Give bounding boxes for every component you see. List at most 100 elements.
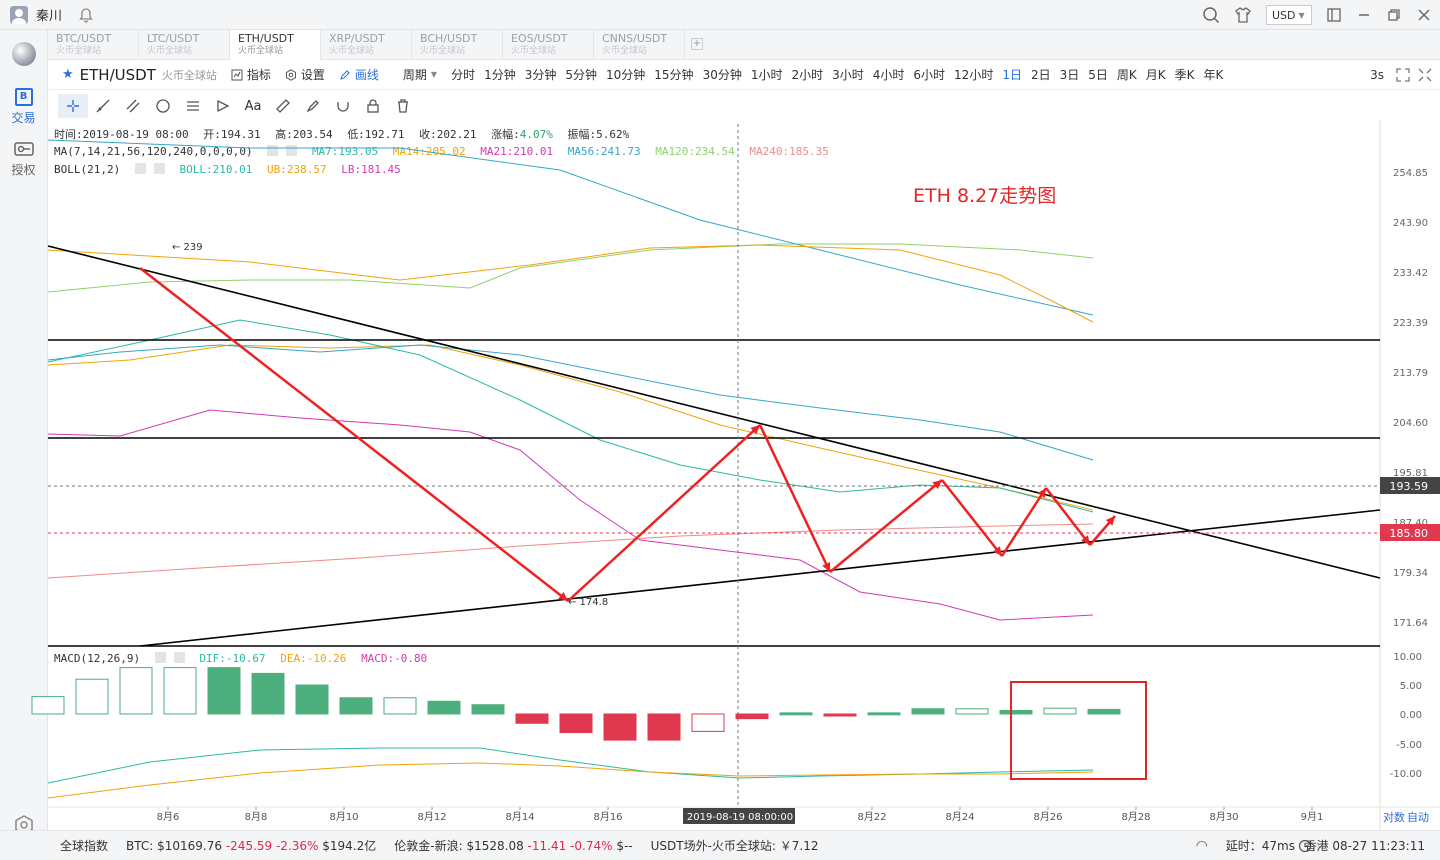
pair-exchange: 火币全球站 xyxy=(161,68,217,82)
period-5[interactable]: 15分钟 xyxy=(654,68,694,82)
period-4[interactable]: 10分钟 xyxy=(606,68,646,82)
user-area[interactable]: 秦川 xyxy=(0,5,94,24)
refresh-interval[interactable]: 3s xyxy=(1370,67,1384,82)
status-bar: 全球指数 BTC: $10169.76 -245.59 -2.36% $194.… xyxy=(0,830,1440,860)
window-restore-icon[interactable] xyxy=(1326,7,1342,23)
analysis-arrow xyxy=(139,267,569,602)
text-tool[interactable]: Aa xyxy=(238,94,268,118)
measure-tool[interactable] xyxy=(268,94,298,118)
period-2[interactable]: 3分钟 xyxy=(524,68,557,82)
price-chart[interactable]: 254.85 243.90 233.42 223.39 213.79 204.60 195.… xyxy=(0,120,1440,830)
tab-bch[interactable]: BCH/USDT 火币全球站 xyxy=(412,30,503,60)
period-12[interactable]: 12小时 xyxy=(954,68,994,82)
shirt-icon[interactable] xyxy=(1234,6,1252,24)
expand-icon[interactable] xyxy=(1418,68,1432,82)
tab-pair: CNNS/USDT xyxy=(602,32,668,45)
period-20[interactable]: 年K xyxy=(1203,68,1224,82)
period-19[interactable]: 季K xyxy=(1174,68,1195,82)
shape-tool[interactable] xyxy=(148,94,178,118)
brush-icon xyxy=(306,100,319,113)
fullscreen-icon[interactable] xyxy=(1396,67,1410,82)
y-tick-label: 204.60 xyxy=(1393,418,1428,429)
x-tick-label: 8月6 xyxy=(157,811,180,823)
channel-tool[interactable] xyxy=(118,94,148,118)
tab-btc[interactable]: BTC/USDT 火币全球站 xyxy=(48,30,139,60)
magnet-tool[interactable] xyxy=(328,94,358,118)
settings-button[interactable]: 设置 xyxy=(285,66,325,83)
boll-settings-icon[interactable] xyxy=(134,163,146,174)
period-10[interactable]: 4小时 xyxy=(872,68,905,82)
sidebar-item-trade[interactable]: B 交易 xyxy=(0,88,47,126)
global-index-label[interactable]: 全球指数 xyxy=(60,839,109,853)
pen-icon xyxy=(340,69,350,80)
add-tab-icon[interactable]: + xyxy=(691,38,703,50)
x-tick-label: 8月16 xyxy=(593,811,622,823)
x-tick-label: 8月12 xyxy=(417,811,446,823)
macd-close-icon[interactable] xyxy=(173,652,185,663)
tab-xrp[interactable]: XRP/USDT 火币全球站 xyxy=(321,30,412,60)
boll-info: BOLL(21,2) BOLL:210.01 UB:238.57 LB:181.… xyxy=(54,163,409,176)
period-11[interactable]: 6小时 xyxy=(913,68,946,82)
x-tick-label: 8月10 xyxy=(329,811,358,823)
tab-eth[interactable]: ETH/USDT 火币全球站 xyxy=(230,30,321,60)
period-13[interactable]: 1日 xyxy=(1002,68,1022,82)
log-scale-button[interactable]: 对数 xyxy=(1383,810,1405,824)
sidebar-item-label: 授权 xyxy=(11,163,36,177)
brush-tool[interactable] xyxy=(298,94,328,118)
period-16[interactable]: 5日 xyxy=(1088,68,1108,82)
bell-icon[interactable] xyxy=(78,7,94,23)
avatar[interactable] xyxy=(10,5,28,24)
period-1[interactable]: 1分钟 xyxy=(484,68,516,82)
close-icon[interactable] xyxy=(1416,7,1432,23)
period-6[interactable]: 30分钟 xyxy=(702,68,742,82)
auto-scale-button[interactable]: 自动 xyxy=(1407,811,1429,824)
minimize-icon[interactable] xyxy=(1356,7,1372,23)
maximize-icon[interactable] xyxy=(1386,7,1402,23)
period-9[interactable]: 3小时 xyxy=(832,68,864,82)
draw-label: 画线 xyxy=(354,68,379,82)
period-15[interactable]: 3日 xyxy=(1059,68,1080,82)
y-tick-label: 243.90 xyxy=(1393,218,1428,229)
boll-close-icon[interactable] xyxy=(153,163,165,174)
period-8[interactable]: 2小时 xyxy=(791,68,824,82)
period-18[interactable]: 月K xyxy=(1145,68,1166,82)
btc-ticker[interactable]: BTC: $10169.76 -245.59 -2.36% $194.2亿 xyxy=(126,837,376,854)
tab-cnns[interactable]: CNNS/USDT 火币全球站 xyxy=(594,30,685,60)
draw-button[interactable]: 画线 xyxy=(339,66,379,83)
tab-exchange: 火币全球站 xyxy=(238,46,284,56)
period-3[interactable]: 5分钟 xyxy=(565,68,597,82)
period-0[interactable]: 分时 xyxy=(451,68,476,82)
ohlc-info: 时间:2019-08-19 08:00 开:194.31 高:203.54 低:… xyxy=(54,126,637,142)
indicator-button[interactable]: 指标 xyxy=(231,66,271,83)
pattern-tool[interactable] xyxy=(208,94,238,118)
gold-ticker[interactable]: 伦敦金-新浪: $1528.08 -11.41 -0.74% $-- xyxy=(394,837,632,854)
dif-line xyxy=(47,747,1094,784)
line-tool[interactable] xyxy=(88,94,118,118)
arrowhead xyxy=(822,562,831,572)
search-icon[interactable] xyxy=(1202,6,1220,24)
crosshair-tool[interactable] xyxy=(58,94,88,118)
sidebar-item-auth[interactable]: 授权 xyxy=(0,140,47,178)
currency-select[interactable]: USD ▼ xyxy=(1266,5,1312,25)
indicator-line-6 xyxy=(47,139,1094,316)
usdt-ticker[interactable]: USDT场外-火币全球站: ￥7.12 xyxy=(650,839,819,853)
period-7[interactable]: 1小时 xyxy=(750,68,783,82)
fib-tool[interactable] xyxy=(178,94,208,118)
period-dropdown[interactable]: 周期 ▼ xyxy=(403,66,437,83)
macd-bar xyxy=(779,712,813,716)
period-14[interactable]: 2日 xyxy=(1030,68,1051,82)
ma-close-icon[interactable] xyxy=(286,145,298,156)
tab-ltc[interactable]: LTC/USDT 火币全球站 xyxy=(139,30,230,60)
pair-title: ★ ETH/USDT 火币全球站 xyxy=(48,66,217,84)
gold-change: -11.41 -0.74% xyxy=(527,839,613,853)
star-icon[interactable]: ★ xyxy=(62,67,74,82)
tab-eos[interactable]: EOS/USDT 火币全球站 xyxy=(503,30,594,60)
ma-settings-icon[interactable] xyxy=(267,145,279,156)
lock-tool[interactable] xyxy=(358,94,388,118)
macd-settings-icon[interactable] xyxy=(154,652,166,663)
trash-icon xyxy=(398,99,408,113)
macd-tick-label: -10.00 xyxy=(1390,769,1422,780)
gear-icon xyxy=(285,68,296,81)
delete-tool[interactable] xyxy=(388,94,418,118)
period-17[interactable]: 周K xyxy=(1116,68,1137,82)
